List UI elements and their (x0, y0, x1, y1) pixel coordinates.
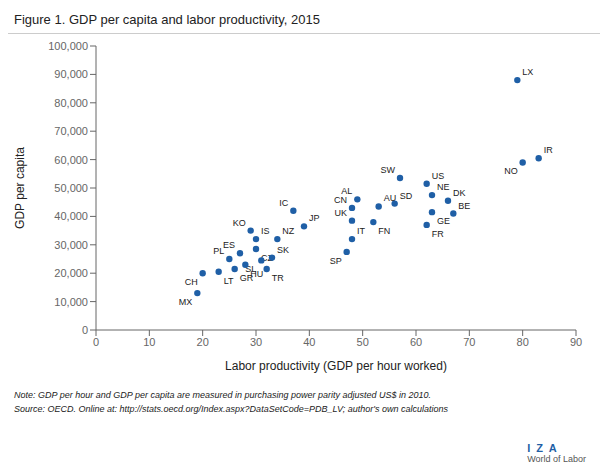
svg-text:LX: LX (522, 67, 533, 77)
svg-text:KO: KO (233, 218, 246, 228)
svg-text:30: 30 (250, 336, 262, 348)
svg-text:LT: LT (224, 276, 234, 286)
svg-text:FR: FR (432, 229, 444, 239)
svg-text:0: 0 (93, 336, 99, 348)
svg-text:10,000: 10,000 (54, 296, 88, 308)
svg-text:40: 40 (303, 336, 315, 348)
svg-text:80,000: 80,000 (54, 97, 88, 109)
svg-text:HU: HU (250, 268, 264, 279)
html-text:World of Labor: World of Labor (527, 454, 586, 464)
svg-text:NO: NO (504, 166, 518, 176)
svg-text:GE: GE (437, 216, 450, 226)
svg-text:SK: SK (277, 245, 289, 255)
svg-text:DK: DK (453, 188, 466, 198)
html-text:Note: GDP per hour and GDP per: Note: GDP per hour and GDP per capita ar… (14, 390, 432, 400)
svg-text:GDP per capita: GDP per capita (13, 147, 27, 229)
svg-text:CH: CH (185, 277, 198, 287)
svg-text:TR: TR (272, 273, 284, 283)
svg-text:BE: BE (458, 201, 470, 211)
svg-text:30,000: 30,000 (54, 239, 88, 251)
svg-text:80: 80 (517, 336, 529, 348)
svg-text:IC: IC (279, 198, 289, 208)
svg-text:50,000: 50,000 (54, 182, 88, 194)
svg-text:60: 60 (410, 336, 422, 348)
svg-text:Labor productivity (GDP per ho: Labor productivity (GDP per hour worked) (225, 359, 447, 373)
svg-text:AU: AU (384, 193, 397, 203)
svg-text:20,000: 20,000 (54, 267, 88, 279)
svg-text:50: 50 (357, 336, 369, 348)
svg-text:100,000: 100,000 (48, 40, 88, 52)
svg-text:IR: IR (544, 145, 554, 155)
svg-text:90: 90 (570, 336, 582, 348)
svg-text:70,000: 70,000 (54, 125, 88, 137)
svg-text:ES: ES (223, 240, 235, 250)
svg-text:PL: PL (213, 246, 224, 256)
html-text:Source: OECD. Online at: http:: Source: OECD. Online at: http://stats.oe… (14, 404, 449, 414)
svg-text:20: 20 (197, 336, 209, 348)
svg-text:NE: NE (437, 182, 450, 192)
svg-text:40,000: 40,000 (54, 210, 88, 222)
svg-text:AL: AL (341, 186, 353, 197)
svg-text:CN: CN (334, 195, 347, 205)
svg-text:NZ: NZ (282, 226, 294, 236)
svg-text:JP: JP (309, 213, 320, 223)
svg-text:10: 10 (143, 336, 155, 348)
svg-text:90,000: 90,000 (54, 68, 88, 80)
svg-text:IT: IT (357, 226, 366, 236)
svg-text:GR: GR (240, 273, 254, 283)
svg-text:SD: SD (400, 191, 413, 201)
svg-text:MX: MX (179, 297, 193, 307)
svg-text:SW: SW (381, 165, 396, 175)
svg-text:IS: IS (261, 226, 270, 236)
svg-text:0: 0 (82, 324, 88, 336)
svg-text:70: 70 (463, 336, 475, 348)
svg-text:US: US (432, 171, 445, 181)
html-text:Figure 1. GDP per capita and l: Figure 1. GDP per capita and labor produ… (14, 12, 320, 27)
svg-text:SP: SP (330, 256, 342, 266)
svg-text:UK: UK (334, 208, 347, 218)
svg-text:60,000: 60,000 (54, 154, 88, 166)
html-text:I Z A: I Z A (527, 442, 557, 454)
svg-text:FN: FN (378, 226, 390, 236)
